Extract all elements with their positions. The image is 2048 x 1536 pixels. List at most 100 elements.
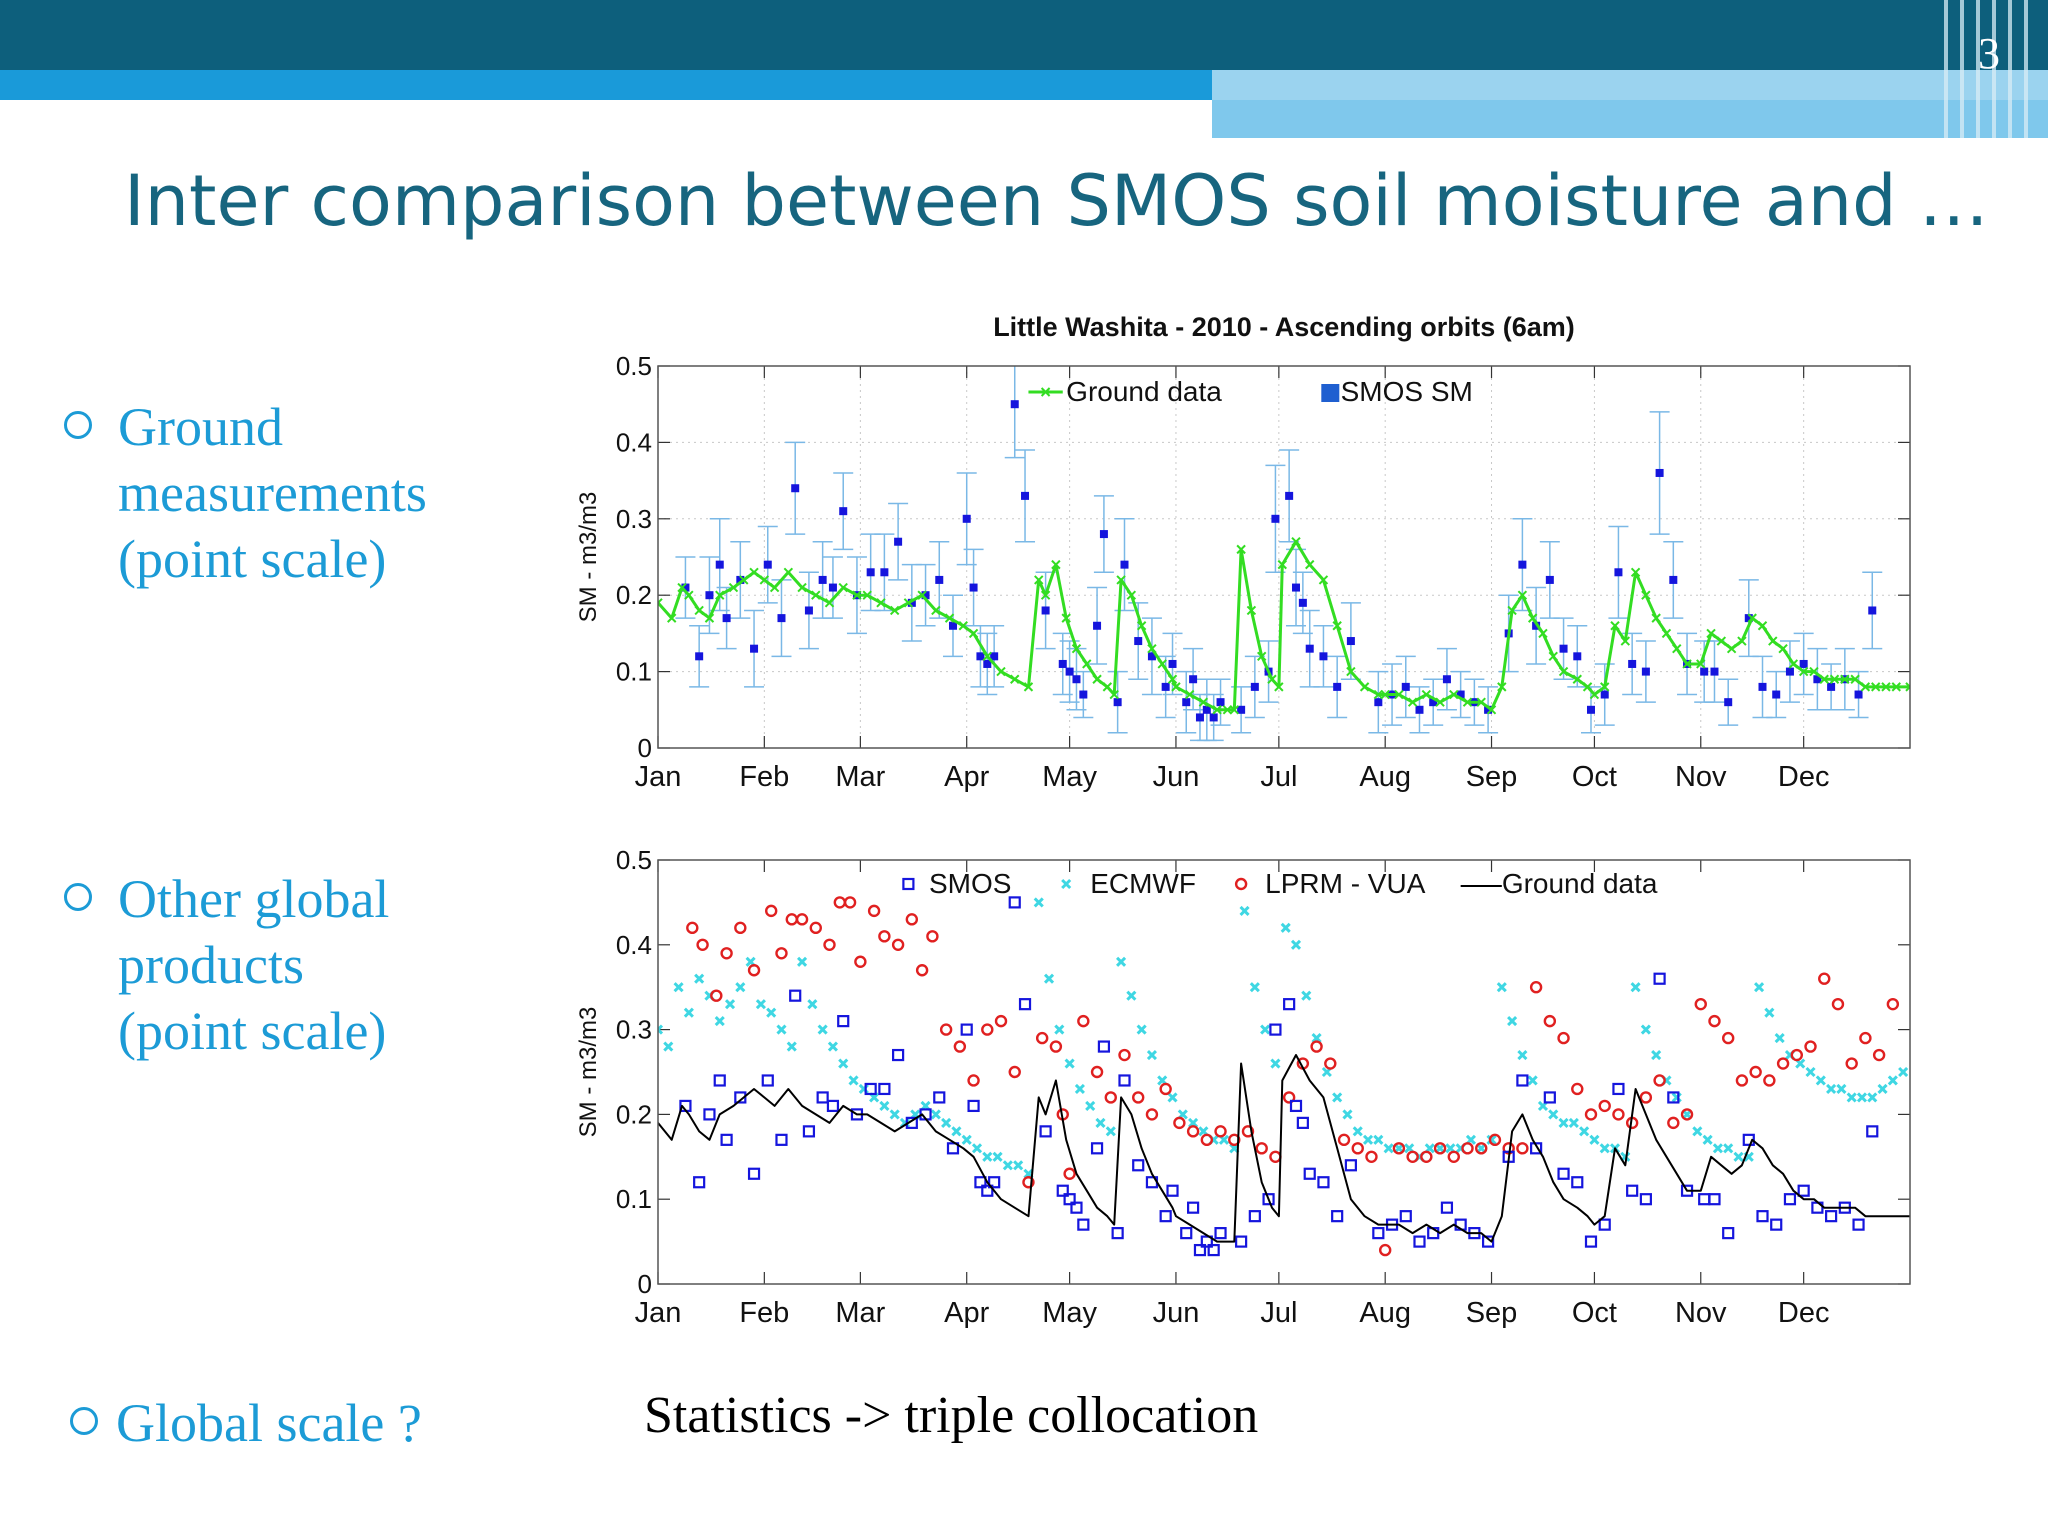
lprm-point bbox=[1392, 1142, 1406, 1155]
ground-marker bbox=[862, 590, 872, 600]
ground-marker bbox=[838, 582, 848, 593]
smos-point bbox=[907, 598, 916, 607]
y-tick-label: 0.2 bbox=[616, 1099, 652, 1129]
ecmwf-point bbox=[694, 973, 705, 984]
series-lprm-vua bbox=[686, 896, 1900, 1257]
ground-marker bbox=[1582, 682, 1593, 692]
ground-marker bbox=[704, 613, 715, 623]
lprm-point bbox=[1214, 1125, 1227, 1138]
ground-marker bbox=[1620, 636, 1631, 646]
series-ground-data bbox=[658, 1054, 1910, 1243]
ground-marker bbox=[1332, 621, 1342, 631]
ecmwf-point bbox=[941, 1117, 952, 1128]
smos-point bbox=[715, 560, 724, 569]
lprm-point bbox=[1694, 997, 1707, 1011]
bullet-other-global-products: Other global products (point scale) bbox=[64, 866, 524, 1066]
lprm-point bbox=[1365, 1150, 1378, 1163]
ground-marker bbox=[852, 590, 862, 600]
smos-point bbox=[960, 1023, 973, 1036]
smos-point bbox=[1518, 560, 1527, 569]
smos-point bbox=[1072, 675, 1081, 684]
smos-point bbox=[1655, 468, 1664, 477]
bullet-ground-measurements: Ground measurements (point scale) bbox=[64, 394, 524, 594]
lprm-point bbox=[1378, 1243, 1392, 1257]
smos-point bbox=[962, 514, 971, 523]
smos-point bbox=[722, 614, 731, 623]
smos-point bbox=[839, 507, 848, 516]
ecmwf-point bbox=[1085, 1100, 1096, 1111]
ground-marker bbox=[876, 598, 886, 608]
smos-point bbox=[1586, 705, 1595, 714]
smos-point bbox=[1331, 1210, 1344, 1223]
lprm-point bbox=[1447, 1150, 1460, 1163]
ground-marker bbox=[1696, 659, 1706, 669]
ecmwf-point bbox=[1805, 1066, 1816, 1078]
smos-point bbox=[1041, 606, 1050, 615]
ground-marker bbox=[996, 666, 1006, 677]
smos-point bbox=[1319, 652, 1328, 661]
lprm-point bbox=[1722, 1031, 1735, 1045]
header-stripe bbox=[2024, 0, 2028, 138]
ground-marker bbox=[1572, 674, 1582, 684]
ecmwf-point bbox=[848, 1075, 859, 1086]
series-smos bbox=[679, 896, 1879, 1257]
smos-point bbox=[1058, 659, 1067, 668]
bullet-line: Global scale ? bbox=[116, 1393, 422, 1453]
ecmwf-point bbox=[1836, 1083, 1847, 1095]
smos-point bbox=[981, 1184, 994, 1197]
ground-marker bbox=[783, 567, 794, 577]
smos-point bbox=[1132, 1159, 1145, 1172]
ground-marker bbox=[1891, 682, 1901, 692]
ecmwf-point bbox=[1043, 973, 1055, 984]
lprm-point bbox=[1735, 1074, 1749, 1087]
smos-point bbox=[1298, 598, 1307, 607]
bullet-line: measurements bbox=[118, 463, 427, 523]
smos-point bbox=[1722, 1227, 1735, 1240]
y-tick-label: 0.5 bbox=[616, 351, 652, 381]
smos-point bbox=[818, 575, 827, 584]
x-tick-label: Apr bbox=[944, 761, 989, 793]
smos-point bbox=[1530, 1142, 1543, 1155]
lprm-point bbox=[1543, 1014, 1557, 1028]
lprm-point bbox=[994, 1014, 1008, 1028]
ground-marker bbox=[931, 605, 941, 616]
lprm-point bbox=[1255, 1142, 1268, 1155]
ecmwf-point bbox=[1630, 982, 1641, 993]
ground-marker bbox=[694, 605, 704, 616]
x-tick-label: Jan bbox=[635, 1297, 682, 1329]
lprm-point bbox=[1872, 1048, 1886, 1062]
ground-marker bbox=[1061, 613, 1071, 623]
lprm-point bbox=[1077, 1014, 1090, 1028]
legend-label: SMOS SM bbox=[1341, 376, 1473, 407]
lprm-point bbox=[1667, 1116, 1680, 1130]
ground-marker bbox=[1051, 559, 1061, 570]
smos-point bbox=[1182, 698, 1191, 707]
smos-point bbox=[1710, 667, 1719, 676]
smos-point bbox=[1147, 652, 1156, 661]
smos-point bbox=[1180, 1227, 1193, 1240]
ecmwf-point bbox=[1095, 1117, 1106, 1128]
smos-point bbox=[1481, 1235, 1495, 1248]
smos-point bbox=[967, 1099, 980, 1113]
lprm-point bbox=[939, 1023, 953, 1036]
ecmwf-point bbox=[1013, 1160, 1024, 1171]
smos-point bbox=[1783, 1193, 1797, 1206]
ecmwf-point bbox=[930, 1109, 941, 1120]
ground-marker bbox=[1394, 689, 1404, 700]
ecmwf-point bbox=[1507, 1016, 1518, 1027]
lprm-point bbox=[967, 1074, 980, 1087]
ecmwf-point bbox=[1301, 990, 1312, 1001]
ecmwf-point bbox=[1599, 1143, 1610, 1154]
ground-marker bbox=[1435, 697, 1445, 707]
lprm-point bbox=[710, 989, 723, 1002]
x-tick-label: Sep bbox=[1466, 761, 1518, 793]
ecmwf-point bbox=[673, 982, 684, 993]
smos-point bbox=[1111, 1227, 1124, 1240]
smos-point bbox=[703, 1108, 716, 1121]
smos-point bbox=[1756, 1210, 1769, 1223]
lprm-point bbox=[1241, 1125, 1255, 1138]
bullet-line: Other global bbox=[118, 869, 390, 929]
ground-marker bbox=[944, 613, 955, 623]
lprm-point bbox=[795, 913, 809, 926]
smos-point bbox=[1825, 1210, 1838, 1223]
